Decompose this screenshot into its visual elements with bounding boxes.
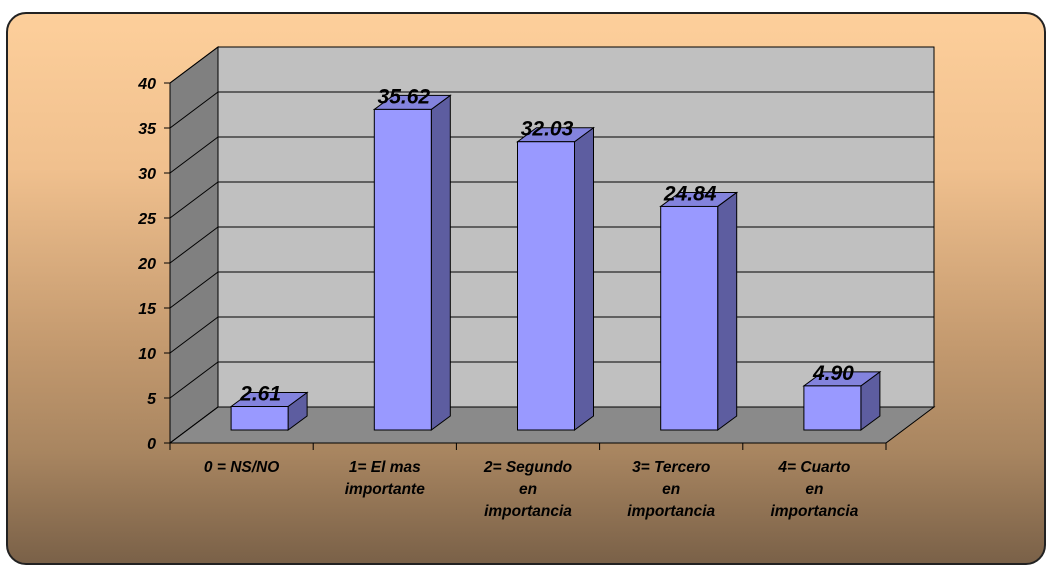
x-tick-label: importante — [345, 481, 425, 498]
y-tick-label: 10 — [138, 346, 156, 363]
side-gridline — [169, 181, 219, 219]
data-label: 32.03 — [521, 118, 574, 141]
x-tick-label: importancia — [627, 503, 715, 520]
y-tick-label: 35 — [138, 121, 157, 138]
x-tick-label: importancia — [770, 503, 858, 520]
data-label: 2.61 — [239, 383, 281, 406]
x-tick-label: importancia — [484, 503, 572, 520]
y-tick-label: 25 — [137, 211, 157, 228]
bar — [803, 385, 862, 431]
side-gridline — [169, 91, 219, 129]
x-tick-label: en — [805, 481, 823, 498]
x-tick-label: 1= El mas — [349, 459, 421, 476]
bar-side — [574, 126, 594, 431]
y-tick-label: 5 — [147, 391, 157, 408]
y-tick-label: 15 — [138, 301, 157, 318]
bar — [660, 205, 719, 431]
x-tick-label: en — [519, 481, 537, 498]
x-tick-label: 3= Tercero — [632, 459, 710, 476]
x-tick-label: 4= Cuarto — [777, 459, 850, 476]
y-tick-label: 0 — [147, 436, 156, 453]
bar-side — [717, 191, 738, 431]
bar — [373, 108, 432, 431]
side-gridline — [169, 226, 219, 264]
side-gridline — [169, 406, 219, 444]
data-label: 4.90 — [812, 362, 854, 385]
bar — [517, 141, 575, 431]
y-tick-label: 30 — [138, 166, 156, 183]
data-label: 35.62 — [378, 85, 431, 108]
y-tick-label: 20 — [137, 256, 156, 273]
side-gridline — [169, 316, 219, 354]
x-tick-label: 2= Segundo — [483, 459, 572, 476]
data-label: 24.84 — [663, 182, 717, 205]
y-tick-label: 40 — [137, 76, 156, 93]
side-gridline — [169, 271, 219, 309]
bar-side — [430, 94, 451, 431]
side-gridline — [169, 361, 219, 399]
x-tick-label: 0 = NS/NO — [204, 459, 279, 476]
x-tick-label: en — [662, 481, 680, 498]
bar — [230, 406, 289, 431]
side-gridline — [169, 136, 219, 174]
side-gridline — [169, 46, 219, 84]
